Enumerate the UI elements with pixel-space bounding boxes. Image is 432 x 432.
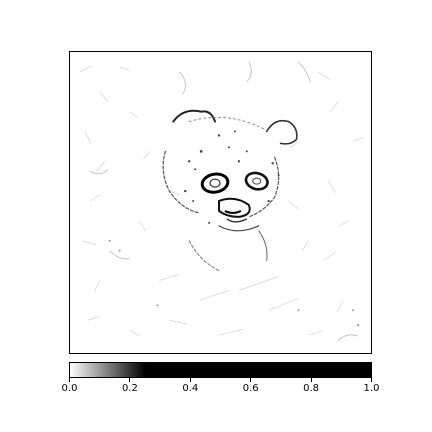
colorbar (69, 362, 372, 378)
edge-map-image (69, 51, 372, 354)
colorbar-tick-mark (311, 378, 312, 382)
colorbar-tick-mark (190, 378, 191, 382)
colorbar-tick-mark (69, 378, 70, 382)
colorbar-tick-label: 1.0 (364, 383, 380, 394)
colorbar-tick-mark (250, 378, 251, 382)
colorbar-tick-mark (129, 378, 130, 382)
colorbar-tick-label: 0.4 (182, 383, 198, 394)
raccoon-edge-drawing (70, 52, 371, 353)
colorbar-tick-label: 0.6 (243, 383, 259, 394)
colorbar-tick-mark (371, 378, 372, 382)
colorbar-tick-label: 0.8 (303, 383, 319, 394)
colorbar-tick-label: 0.0 (62, 383, 78, 394)
colorbar-tick-label: 0.2 (122, 383, 138, 394)
colorbar-gradient (70, 363, 371, 377)
